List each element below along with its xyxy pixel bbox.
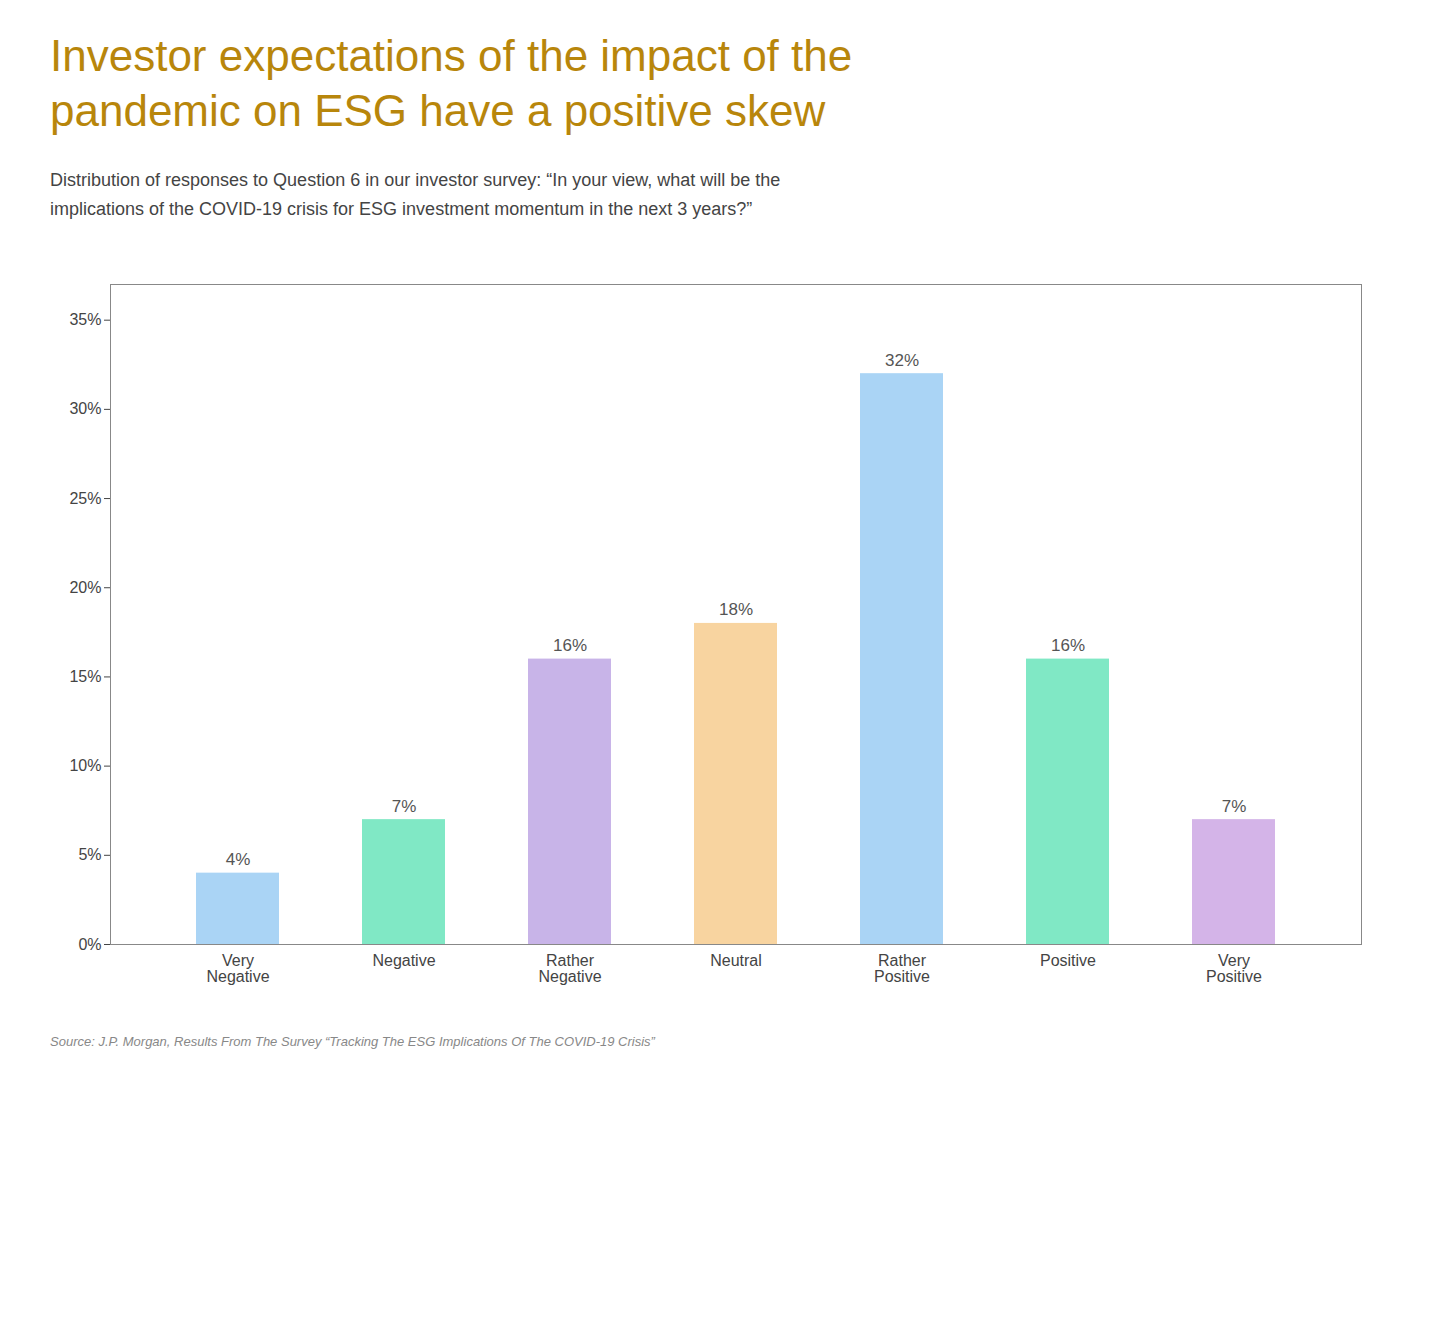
svg-text:16%: 16% (1051, 636, 1085, 655)
svg-text:VeryPositive: VeryPositive (1206, 951, 1262, 984)
svg-text:18%: 18% (719, 600, 753, 619)
svg-text:16%: 16% (553, 636, 587, 655)
svg-text:Positive: Positive (1040, 951, 1096, 968)
html-text:Investor expectations of the i: Investor expectations of the impact of t… (50, 31, 853, 135)
svg-text:20%: 20% (69, 578, 101, 595)
svg-text:VeryNegative: VeryNegative (206, 951, 269, 984)
svg-text:7%: 7% (392, 796, 417, 815)
html-text:Distribution of responses to Q: Distribution of responses to Question 6 … (50, 170, 781, 219)
svg-text:25%: 25% (69, 489, 101, 506)
svg-text:35%: 35% (69, 311, 101, 328)
svg-text:32%: 32% (885, 350, 919, 369)
svg-text:5%: 5% (78, 846, 101, 863)
svg-text:7%: 7% (1222, 796, 1247, 815)
svg-text:Negative: Negative (372, 951, 435, 968)
svg-text:15%: 15% (69, 668, 101, 685)
svg-text:Neutral: Neutral (710, 951, 762, 968)
svg-text:30%: 30% (69, 400, 101, 417)
svg-text:4%: 4% (226, 850, 251, 869)
html-text:Source: J.P. Morgan, Results F: Source: J.P. Morgan, Results From The Su… (50, 1033, 655, 1049)
svg-text:0%: 0% (78, 935, 101, 952)
svg-text:RatherNegative: RatherNegative (538, 951, 601, 984)
svg-text:RatherPositive: RatherPositive (874, 951, 930, 984)
svg-text:10%: 10% (69, 757, 101, 774)
